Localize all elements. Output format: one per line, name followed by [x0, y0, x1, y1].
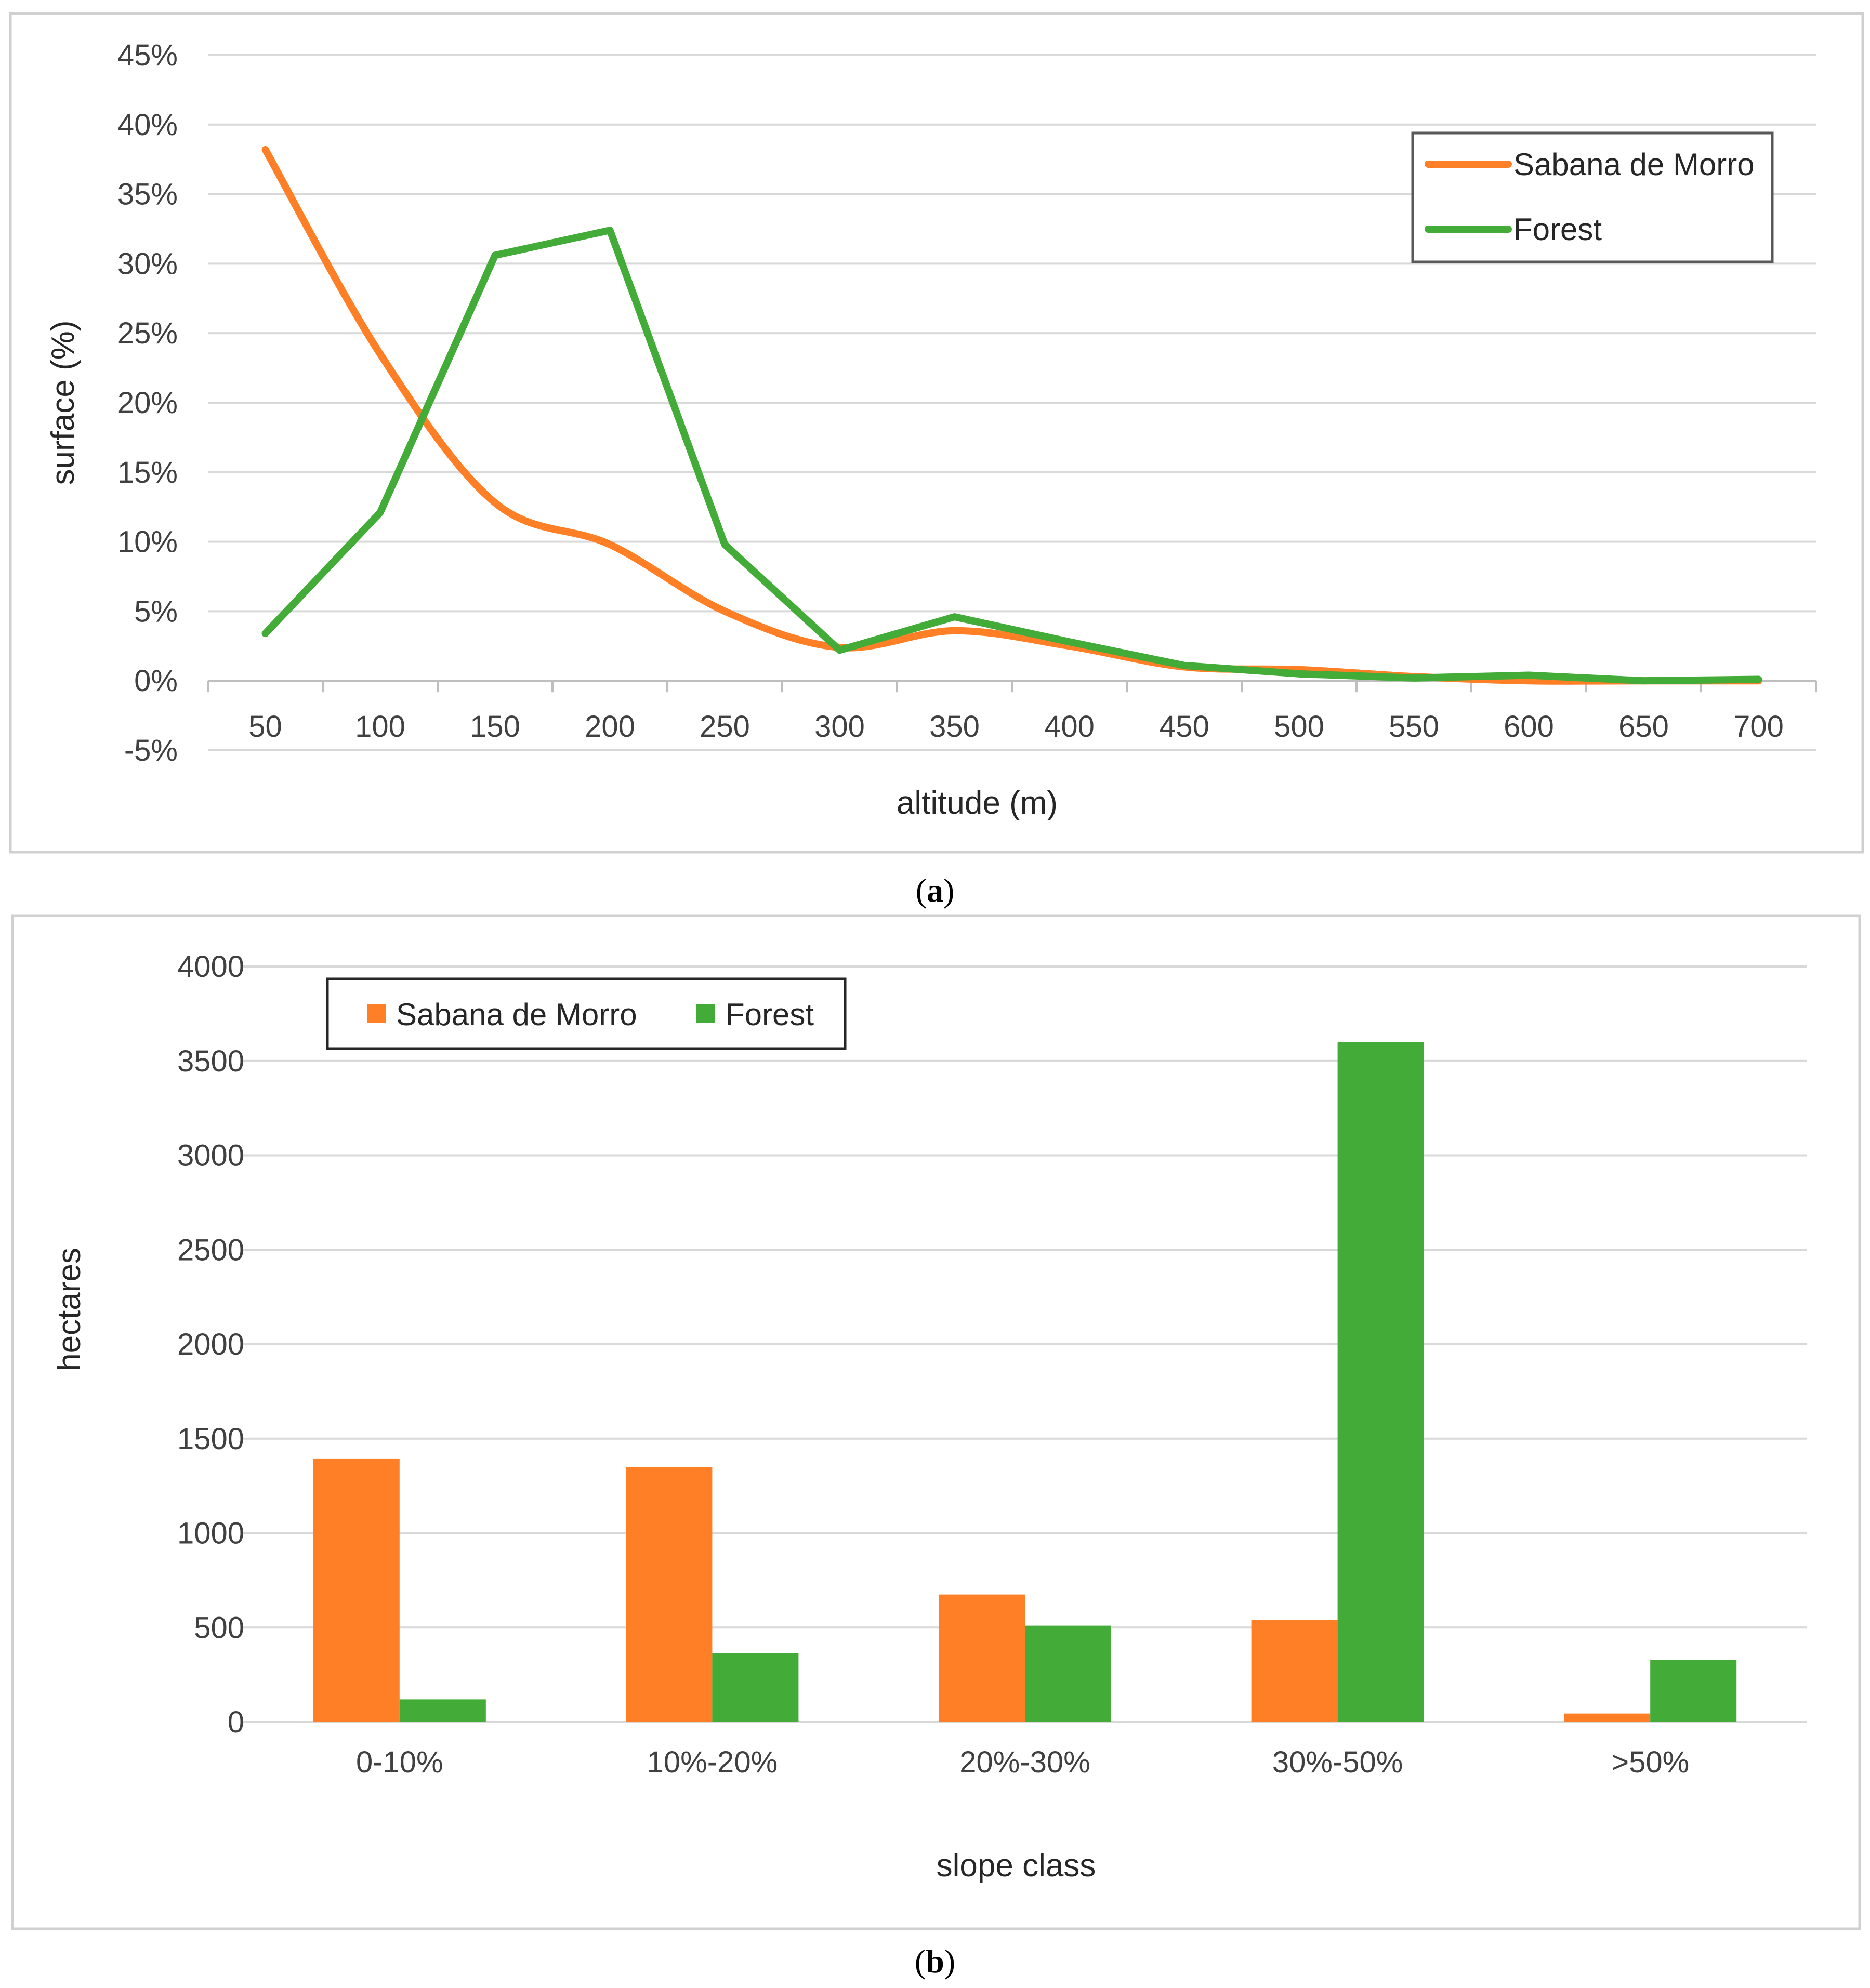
chart-b-legend-label-sabana: Sabana de Morro: [396, 997, 637, 1032]
chart-a-x-tick-labels: 50 100 150 200 250 300 350 400 450 500 550 600 650 70…: [248, 710, 1784, 744]
chart-b-gridlines: [243, 965, 1807, 1723]
chart-a-legend-box: [1411, 131, 1774, 263]
chart-a-gridlines: [207, 54, 1817, 751]
chart-a-series-line-sabana: [261, 145, 1762, 685]
chart-a-point-forest: [839, 650, 840, 651]
chart-b-bar-sabana: [626, 1467, 713, 1722]
chart-b-y-tick-label: 1000: [177, 1517, 244, 1550]
chart-a-y-tick-label: 5%: [134, 594, 178, 628]
caption-a: (a): [916, 872, 955, 909]
chart-a-series-lines: [261, 145, 1762, 685]
chart-b-y-tick-label: 2500: [177, 1233, 244, 1267]
chart-b-bar-forest: [712, 1653, 799, 1722]
chart-b-y-tick-labels: 0 500 1000 1500 2000 2500 3000 3500 4000: [177, 950, 244, 1739]
chart-b-bar-sabana: [1564, 1713, 1651, 1722]
chart-b-y-axis-title: hectares: [51, 1248, 87, 1371]
chart-a-x-tick-label: 550: [1389, 710, 1439, 744]
chart-a-y-tick-label: -5%: [124, 734, 178, 767]
chart-a-y-tick-label: 35%: [117, 178, 178, 211]
chart-a-point-forest: [265, 633, 266, 634]
chart-a-x-tick-label: 500: [1274, 710, 1324, 744]
chart-b-legend: Sabana de Morro Forest: [326, 977, 847, 1050]
chart-a-y-tick-label: 25%: [117, 316, 178, 350]
chart-a-x-axis-title: altitude (m): [897, 785, 1058, 821]
chart-a-point-sabana: [265, 149, 266, 150]
chart-a-altitude-surface: -5% 0% 5% 10% 15% 20% 25% 30% 35% 40% 45% 50 100 150…: [45, 38, 1817, 821]
chart-a-legend-label-sabana: Sabana de Morro: [1513, 147, 1755, 182]
chart-a-point-forest: [1758, 679, 1759, 680]
chart-b-x-axis-title: slope class: [937, 1848, 1096, 1884]
chart-b-x-tick-label: 20%-30%: [959, 1745, 1090, 1779]
chart-b-x-tick-labels: 0-10% 10%-20% 20%-30% 30%-50% >50%: [356, 1745, 1689, 1779]
chart-a-x-tick-label: 650: [1618, 710, 1669, 744]
chart-a-x-tick-label: 250: [700, 710, 750, 744]
chart-b-y-tick-label: 0: [228, 1705, 244, 1739]
chart-a-y-tick-label: 20%: [117, 386, 178, 420]
chart-b-bar-sabana: [313, 1458, 400, 1722]
legend-swatch-sabana-bar: [367, 1004, 386, 1023]
chart-b-slope-hectares: 0 500 1000 1500 2000 2500 3000 3500 4000 0-10% 10…: [51, 950, 1807, 1884]
chart-a-x-tick-label: 700: [1733, 710, 1784, 744]
chart-b-legend-label-forest: Forest: [726, 997, 814, 1032]
chart-b-bar-sabana: [939, 1594, 1025, 1722]
legend-swatch-forest-bar: [696, 1004, 715, 1023]
chart-b-x-tick-label: 10%-20%: [647, 1745, 778, 1779]
chart-a-point-sabana: [954, 630, 955, 631]
chart-b-bar-forest: [1650, 1660, 1737, 1722]
chart-a-series-line-forest: [261, 227, 1762, 685]
chart-b-bar-forest: [399, 1699, 486, 1722]
chart-b-y-tick-label: 500: [194, 1611, 244, 1645]
chart-b-y-tick-label: 1500: [177, 1422, 244, 1456]
chart-a-x-tick-label: 400: [1044, 710, 1095, 744]
chart-a-y-tick-label: 0%: [134, 664, 178, 698]
chart-b-x-tick-label: 30%-50%: [1272, 1745, 1403, 1779]
chart-b-bars: [313, 1042, 1737, 1722]
chart-a-x-tick-label: 450: [1159, 710, 1209, 744]
chart-b-y-tick-label: 4000: [177, 950, 244, 984]
chart-b-legend-box: [326, 977, 847, 1050]
chart-b-y-tick-label: 2000: [177, 1328, 244, 1361]
chart-b-frame: [11, 914, 1861, 1930]
chart-a-y-axis-title: surface (%): [45, 321, 81, 485]
chart-a-x-tick-label: 150: [470, 710, 520, 744]
chart-a-legend-label-forest: Forest: [1513, 212, 1602, 247]
chart-a-y-tick-label: 30%: [117, 247, 178, 281]
chart-a-y-tick-labels: -5% 0% 5% 10% 15% 20% 25% 30% 35% 40% 45%: [117, 38, 178, 767]
chart-b-bar-forest: [1025, 1625, 1111, 1722]
chart-b-x-tick-label: >50%: [1611, 1745, 1689, 1779]
chart-a-y-tick-label: 45%: [117, 38, 178, 72]
chart-a-legend: Sabana de Morro Forest: [1411, 131, 1774, 263]
chart-a-x-tick-label: 300: [814, 710, 865, 744]
chart-b-bar-forest: [1337, 1042, 1424, 1722]
chart-a-y-tick-label: 15%: [117, 456, 178, 489]
chart-a-x-tick-label: 350: [929, 710, 980, 744]
chart-b-x-tick-label: 0-10%: [356, 1745, 443, 1779]
chart-a-y-tick-label: 10%: [117, 525, 178, 559]
chart-b-y-tick-label: 3500: [177, 1044, 244, 1078]
chart-b-y-tick-label: 3000: [177, 1139, 244, 1173]
chart-a-x-tick-label: 200: [585, 710, 635, 744]
chart-a-y-tick-label: 40%: [117, 108, 178, 142]
caption-b: (b): [915, 1943, 955, 1980]
chart-a-x-tick-label: 50: [248, 710, 282, 744]
chart-a-x-tick-label: 100: [355, 710, 405, 744]
chart-a-x-tick-label: 600: [1504, 710, 1554, 744]
chart-b-bar-sabana: [1251, 1620, 1338, 1722]
